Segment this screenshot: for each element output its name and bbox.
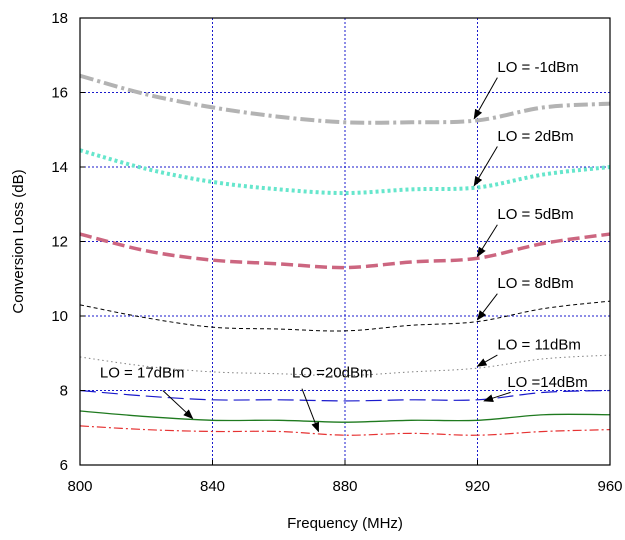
series-annotation-label: LO = 5dBm [497, 206, 573, 223]
annotation-arrow [301, 388, 319, 433]
grid-lines [80, 18, 610, 465]
annotation-arrow [476, 224, 498, 258]
series-annotation-label: LO =14dBm [507, 374, 587, 391]
y-tick-label: 12 [51, 234, 68, 251]
x-tick-label: 880 [332, 478, 357, 495]
series-annotation-label: LO = 17dBm [100, 364, 185, 381]
x-tick-label: 960 [597, 478, 622, 495]
y-tick-label: 14 [51, 159, 68, 176]
annotation-arrow [476, 354, 498, 367]
annotations: LO = -1dBm LO = 2dBm LO = 5dBm LO = 8dBm LO … [100, 59, 588, 433]
series-line-0 [79, 73, 611, 125]
series-line-6 [79, 410, 611, 423]
y-tick-label: 6 [60, 457, 68, 474]
y-tick-label: 18 [51, 10, 68, 27]
y-tick-label: 16 [51, 85, 68, 102]
annotation-arrow [476, 293, 498, 321]
annotation-arrow [162, 390, 194, 420]
y-axis-label: Conversion Loss (dB) [10, 169, 27, 313]
x-tick-label: 840 [200, 478, 225, 495]
annotation-arrow [473, 146, 498, 187]
series-lines [79, 73, 611, 436]
series-annotation-label: LO = 11dBm [497, 337, 581, 354]
series-annotation-label: LO = -1dBm [497, 59, 578, 76]
series-line-5 [79, 389, 611, 402]
y-tick-label: 8 [60, 383, 68, 400]
series-annotation-label: LO = 8dBm [497, 275, 573, 292]
x-axis-label: Frequency (MHz) [287, 515, 403, 532]
x-tick-label: 920 [465, 478, 490, 495]
series-annotation-label: LO =20dBm [292, 364, 372, 381]
tick-labels: 800 840 880 920 960 6 8 10 12 14 16 18 [51, 10, 622, 495]
annotation-arrow [473, 77, 498, 120]
series-line-7 [79, 425, 611, 436]
series-line-2 [79, 232, 611, 270]
annotation-arrow [483, 391, 511, 402]
series-line-3 [79, 300, 611, 332]
y-tick-label: 10 [51, 308, 68, 325]
series-annotation-label: LO = 2dBm [497, 128, 573, 145]
series-line-4 [79, 354, 611, 377]
x-tick-label: 800 [67, 478, 92, 495]
